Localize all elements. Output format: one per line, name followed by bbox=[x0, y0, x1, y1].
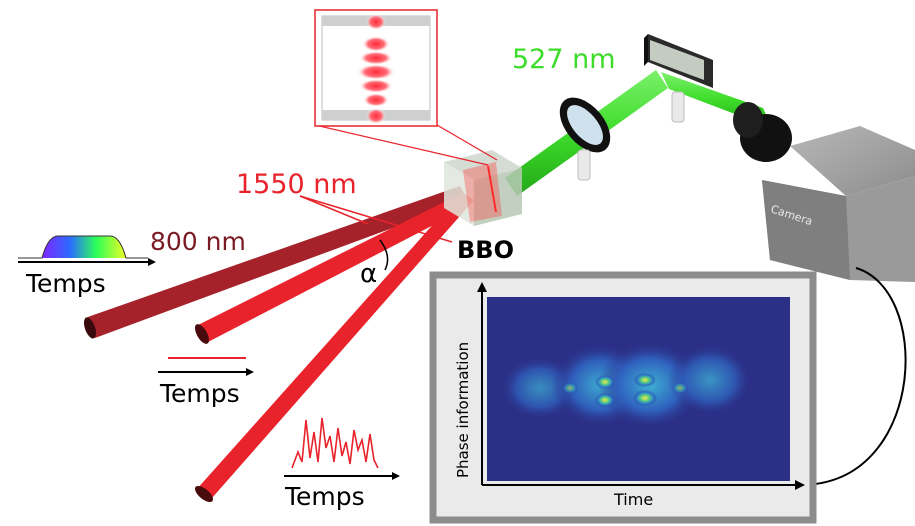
camera: Camera bbox=[733, 102, 915, 485]
time-axis-label-middle: Temps bbox=[159, 379, 240, 408]
zoom-inset bbox=[314, 9, 498, 166]
pulse-shape-chirped bbox=[18, 235, 156, 266]
spectrogram-xlabel: Time bbox=[613, 490, 653, 509]
bbo-crystal bbox=[444, 150, 522, 226]
time-axis-label-bottom: Temps bbox=[284, 482, 365, 511]
pulse-shape-noisy bbox=[284, 417, 400, 480]
spectrogram-fringes bbox=[500, 341, 752, 429]
lens bbox=[559, 97, 611, 181]
spectrogram-ylabel: Phase information bbox=[454, 342, 472, 478]
pulse-shape-flat bbox=[158, 357, 254, 376]
green-beam bbox=[505, 70, 772, 196]
camera-cable bbox=[814, 267, 907, 485]
red-beam-1550-upper bbox=[195, 194, 470, 344]
red-beam-1550-lower bbox=[194, 192, 474, 503]
label-1550nm: 1550 nm bbox=[236, 169, 357, 200]
label-alpha: α bbox=[360, 259, 377, 289]
dark-red-beam bbox=[83, 186, 468, 339]
spectrogram-panel: Phase information Time bbox=[429, 271, 817, 524]
angle-arc bbox=[379, 239, 389, 271]
mirror bbox=[644, 34, 713, 123]
wavelength-leaders bbox=[299, 195, 453, 243]
time-axis-label-top: Temps bbox=[25, 269, 106, 298]
label-527nm: 527 nm bbox=[512, 44, 616, 75]
label-800nm: 800 nm bbox=[150, 227, 246, 256]
label-bbo: BBO bbox=[457, 236, 514, 264]
